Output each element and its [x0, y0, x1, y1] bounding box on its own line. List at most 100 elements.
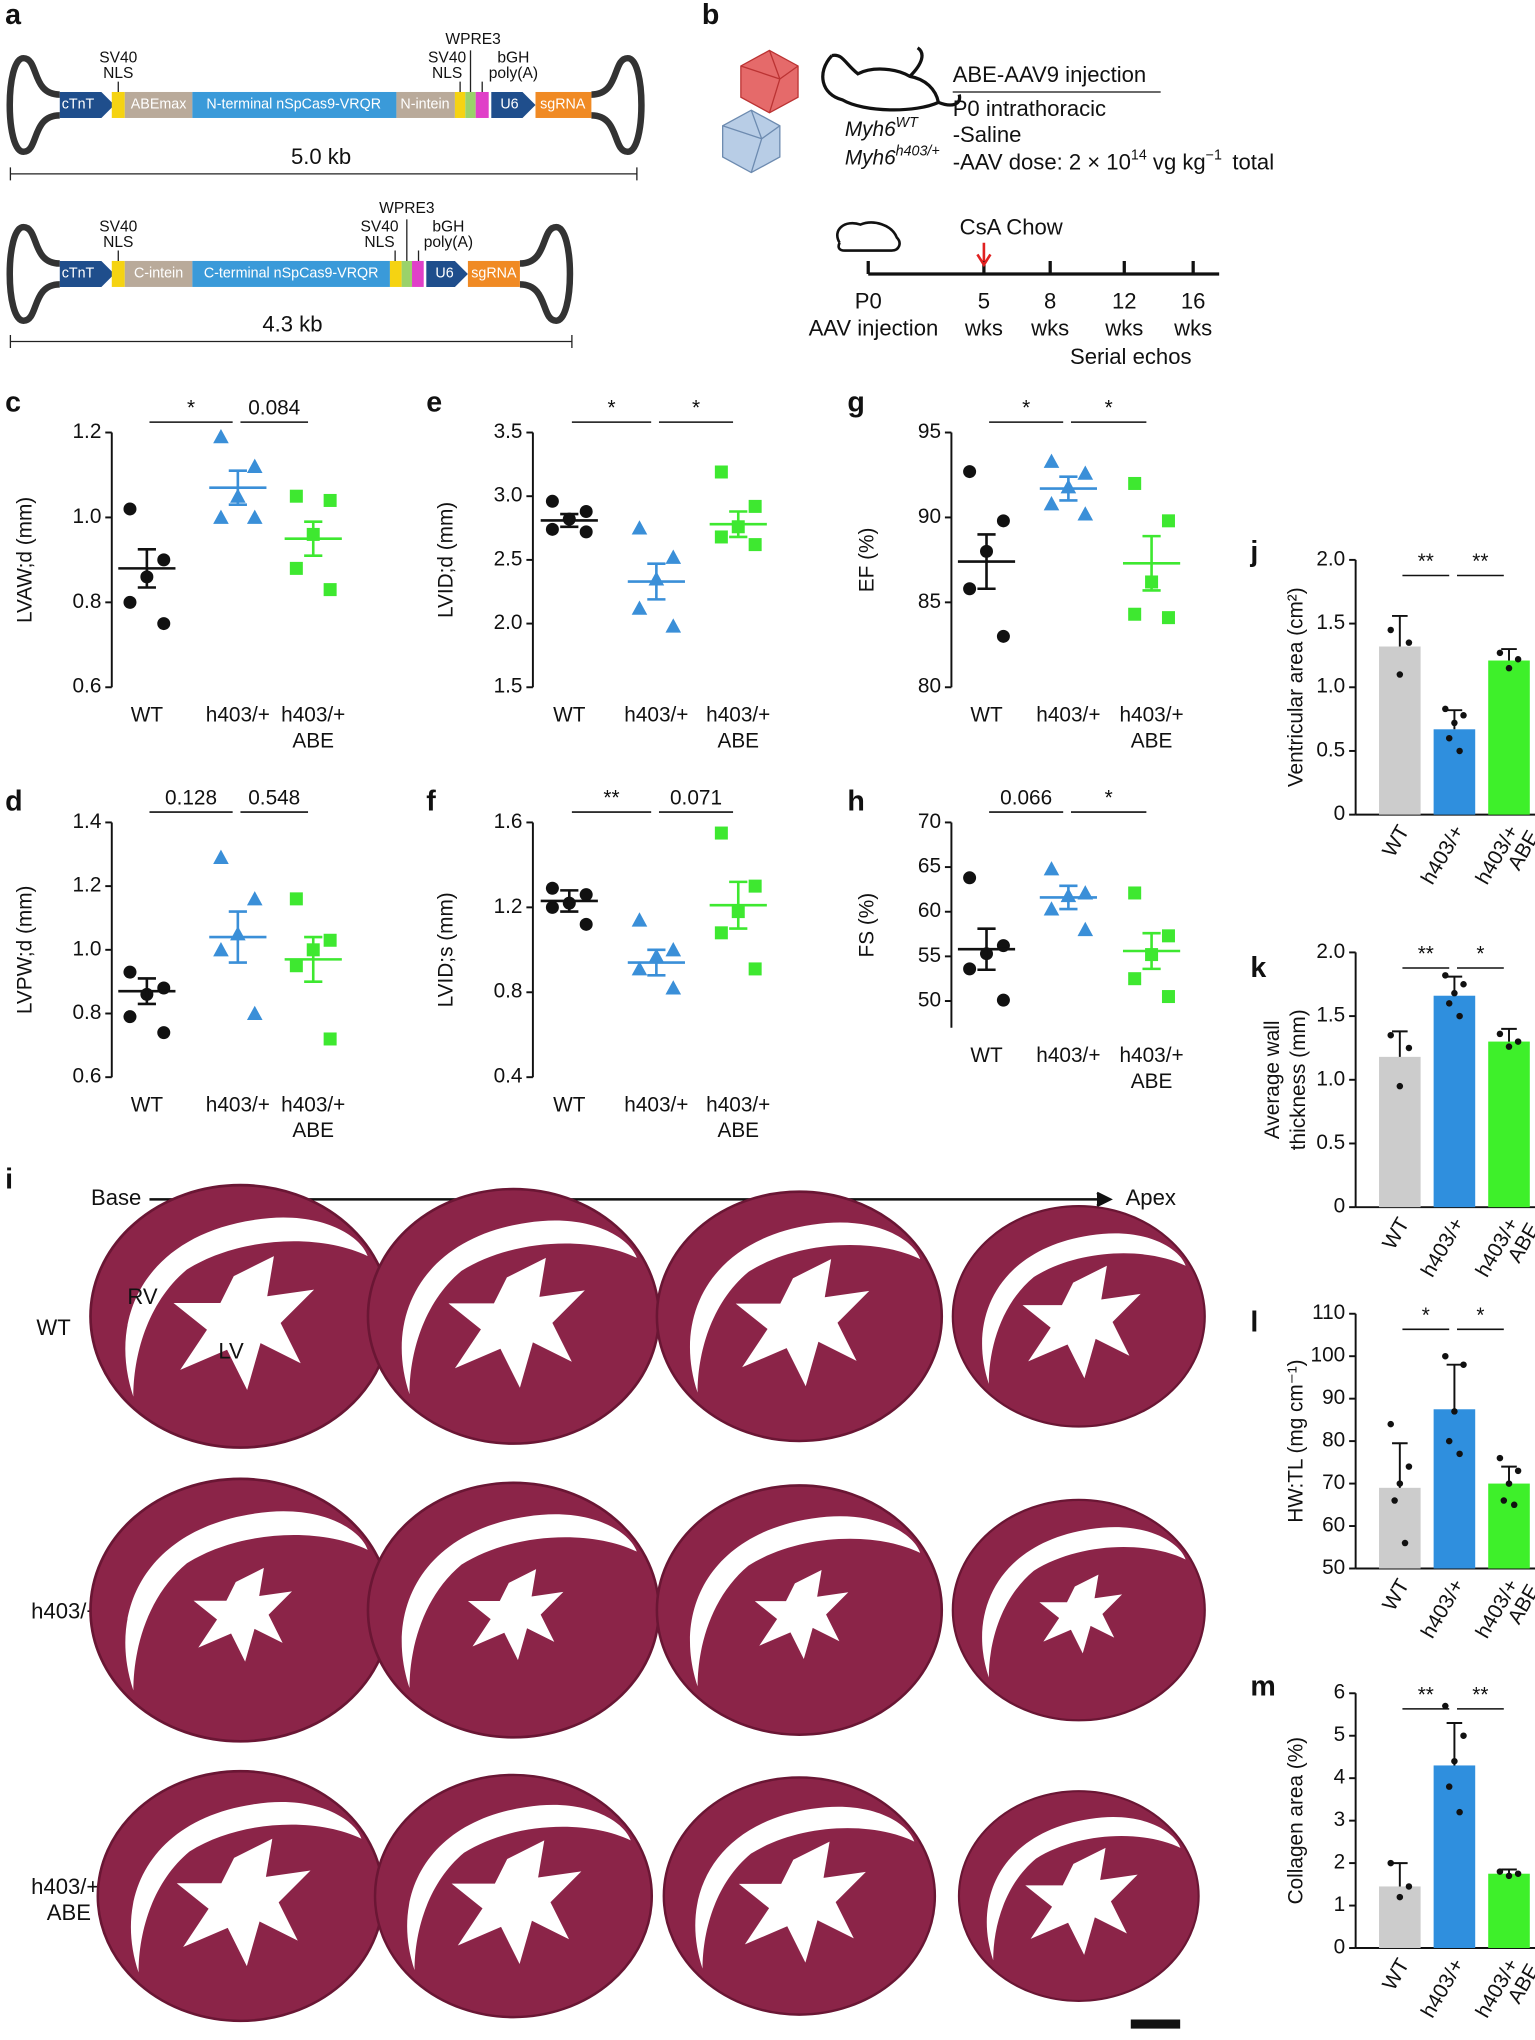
y-tick-label: 85 — [918, 590, 941, 613]
data-point — [748, 962, 762, 976]
data-point — [213, 509, 229, 524]
y-tick-label: 1.0 — [1316, 1067, 1345, 1090]
significance-label: * — [1105, 787, 1113, 810]
element-label: C-intein — [134, 266, 183, 282]
rv-cavity — [986, 1817, 1181, 1961]
annotation: poly(A) — [489, 65, 538, 82]
row-label: h403/+ — [31, 1874, 99, 1899]
data-point — [1456, 1012, 1463, 1020]
bar — [1488, 660, 1530, 815]
data-point — [748, 879, 762, 893]
significance-label: 0.071 — [670, 787, 722, 810]
y-tick-label: 1 — [1334, 1893, 1346, 1916]
annotation: SV40 — [360, 218, 398, 235]
significance-label: * — [1476, 1304, 1484, 1327]
data-point — [1161, 990, 1175, 1004]
lv-cavity — [735, 1259, 870, 1387]
capsid-icon — [722, 109, 781, 174]
y-tick-label: 0.5 — [1316, 738, 1345, 761]
data-point — [1460, 981, 1467, 988]
y-axis-label: HW:TL (mg cm⁻¹) — [1285, 1359, 1308, 1522]
nls — [389, 260, 402, 287]
data-point — [1451, 719, 1458, 727]
data-point — [996, 629, 1010, 643]
data-point — [1387, 1031, 1394, 1039]
data-point — [157, 1026, 171, 1040]
annotation: NLS — [103, 234, 133, 251]
heart-section — [957, 1790, 1200, 2002]
y-tick-label: 1.0 — [1316, 675, 1345, 698]
guide — [467, 260, 520, 287]
nls — [111, 260, 125, 287]
panel-label: m — [1250, 1671, 1275, 1703]
data-point — [1161, 514, 1175, 528]
data-point — [1496, 1454, 1504, 1462]
element-label: U6 — [435, 266, 453, 282]
error-bar — [560, 512, 579, 529]
data-point — [748, 499, 762, 513]
y-axis-label: LVAW;d (mm) — [13, 497, 36, 623]
data-point — [1442, 1352, 1449, 1360]
scale-bar — [1130, 2019, 1181, 2029]
axis-end: Apex — [1126, 1185, 1176, 1210]
data-point — [631, 520, 648, 535]
annotation: poly(A) — [424, 234, 473, 251]
error-bar — [977, 533, 996, 591]
data-point — [996, 514, 1010, 528]
annotation: WPRE3 — [379, 200, 434, 217]
significance-label: * — [1022, 397, 1030, 420]
data-point — [1391, 1497, 1398, 1504]
data-point — [545, 522, 559, 536]
x-tick-label: WT — [1378, 821, 1414, 861]
y-tick-label: 3.0 — [494, 484, 523, 507]
error-bar — [1392, 1862, 1408, 1887]
x-tick-label: WT — [970, 1044, 1003, 1067]
data-point — [1128, 607, 1142, 621]
promoter — [59, 91, 115, 118]
error-bar — [228, 469, 247, 506]
arrow — [976, 242, 992, 268]
element-label: ABEmax — [131, 97, 187, 113]
lv-cavity — [448, 1257, 585, 1388]
data-point — [1387, 1420, 1394, 1428]
heart-section — [662, 1776, 937, 2016]
y-tick-label: 1.0 — [72, 937, 101, 960]
annotation: NLS — [364, 234, 394, 251]
lv-cavity — [176, 1838, 311, 1967]
leader — [9, 50, 638, 181]
event-label: CsA Chow — [960, 214, 1063, 239]
y-tick-label: 1.0 — [72, 505, 101, 528]
significance-label: * — [1105, 397, 1113, 420]
bar — [1379, 1487, 1421, 1569]
panel-label: f — [426, 785, 436, 817]
y-tick-label: 0.6 — [72, 1065, 101, 1088]
data-point — [963, 871, 977, 885]
intein — [396, 91, 455, 118]
y-tick-label: 4 — [1334, 1766, 1346, 1789]
bar — [1488, 1873, 1530, 1949]
x-tick-label: h403/+ — [1120, 1044, 1184, 1067]
y-tick-label: 110 — [1312, 1301, 1345, 1324]
y-tick-label: 80 — [1322, 1429, 1345, 1452]
capsid-icon — [740, 50, 799, 113]
data-point — [1496, 1868, 1504, 1875]
data-point — [1496, 649, 1504, 657]
line: -Saline — [953, 122, 1022, 147]
panel-label: e — [426, 386, 442, 418]
data-point — [1505, 1043, 1513, 1050]
data-point — [1043, 453, 1060, 468]
data-point — [1128, 886, 1142, 900]
data-point — [213, 428, 229, 444]
u6 — [491, 91, 536, 118]
panel-label: h — [847, 785, 864, 817]
x-tick-label: h403/+ — [281, 1093, 345, 1116]
data-point — [714, 465, 728, 479]
y-tick-label: 1.4 — [72, 810, 101, 833]
time-label: P0 — [855, 288, 882, 313]
data-point — [123, 965, 137, 979]
size-label: 4.3 kb — [262, 312, 322, 337]
data-point — [545, 900, 559, 914]
x-tick-label: h403/+ — [624, 703, 688, 726]
y-tick-label: 5 — [1334, 1723, 1346, 1746]
